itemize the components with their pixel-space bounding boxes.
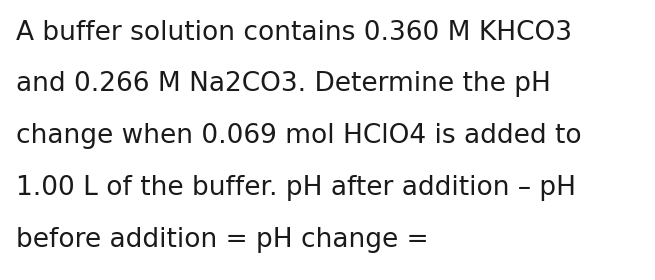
- Text: 1.00 L of the buffer. pH after addition – pH: 1.00 L of the buffer. pH after addition …: [16, 175, 576, 201]
- Text: and 0.266 M Na2CO3. Determine the pH: and 0.266 M Na2CO3. Determine the pH: [16, 71, 552, 97]
- Text: A buffer solution contains 0.360 M KHCO3: A buffer solution contains 0.360 M KHCO3: [16, 20, 572, 46]
- Text: before addition = pH change =: before addition = pH change =: [16, 227, 429, 253]
- Text: change when 0.069 mol HClO4 is added to: change when 0.069 mol HClO4 is added to: [16, 123, 582, 149]
